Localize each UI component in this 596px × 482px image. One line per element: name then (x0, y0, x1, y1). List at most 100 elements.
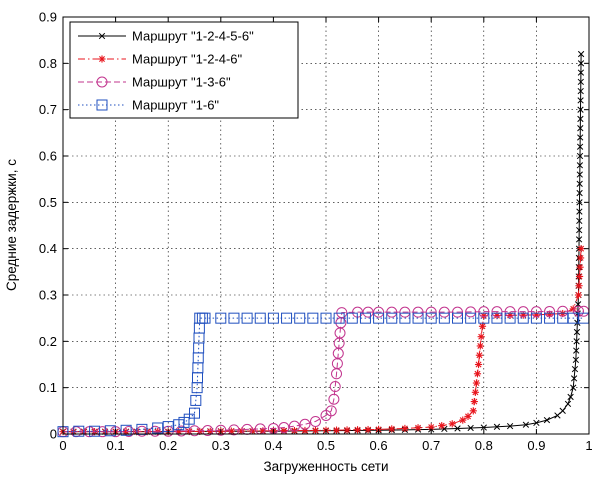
data-point (475, 351, 484, 359)
data-point (189, 425, 200, 437)
data-point (480, 424, 487, 431)
series-line (63, 310, 584, 433)
data-point (311, 426, 320, 434)
data-point (364, 425, 372, 434)
data-point (175, 425, 187, 437)
data-point (504, 306, 516, 318)
data-point (459, 416, 467, 424)
x-tick-label: 0.6 (370, 438, 388, 453)
series-4 (57, 312, 590, 438)
legend-marker (98, 55, 106, 63)
legend-item: Маршрут "1-6" (78, 98, 219, 113)
y-axis-title: Средние задержки, с (4, 159, 19, 291)
x-axis-title: Загруженность сети (263, 459, 388, 474)
data-point (278, 422, 290, 434)
x-tick-label: 0.7 (422, 438, 440, 453)
data-point (576, 254, 585, 262)
data-point (425, 312, 437, 324)
data-point (575, 282, 583, 290)
data-point (325, 405, 337, 417)
data-point (123, 425, 135, 437)
legend-item: Маршрут "1-3-6" (78, 75, 231, 90)
data-point (412, 306, 424, 318)
data-point (533, 419, 540, 427)
data-point (215, 424, 227, 436)
data-point (301, 426, 309, 435)
data-point (576, 143, 584, 150)
data-point (491, 306, 503, 318)
data-point (464, 412, 472, 420)
data-point (506, 422, 514, 430)
data-point (448, 420, 456, 428)
data-point (577, 78, 584, 86)
legend-marker (98, 32, 106, 40)
grid-layer (63, 17, 589, 434)
data-point (478, 306, 490, 318)
x-tick-label: 1 (585, 438, 592, 453)
x-tick-label: 0.9 (527, 438, 545, 453)
x-tick-label: 0.5 (317, 438, 335, 453)
data-point (152, 422, 164, 434)
data-point (543, 416, 551, 424)
data-point (438, 422, 446, 430)
y-tick-label: 0.8 (39, 56, 57, 71)
data-point (73, 425, 85, 437)
data-point (469, 407, 477, 415)
data-point (493, 423, 501, 430)
data-point (577, 245, 585, 253)
data-point (373, 306, 385, 318)
y-tick-label: 0.7 (39, 102, 57, 117)
data-point (559, 407, 566, 414)
data-point (576, 263, 584, 271)
tick-layer: 0 0.1 0.2 0.3 0.4 0.5 0.6 0.7 0.8 0.9 1 0 0.1 0.2 0.3 0… (39, 10, 593, 454)
x-tick-label: 0.8 (475, 438, 493, 453)
data-point (554, 412, 561, 419)
legend: Маршрут "1-2-4-5-6" Маршрут "1-2-4-6" Марш… (69, 21, 299, 119)
data-point (577, 134, 584, 141)
data-point (575, 272, 584, 281)
data-point (89, 425, 101, 437)
data-point (478, 322, 487, 330)
data-point (414, 424, 422, 432)
data-point (517, 306, 529, 318)
x-tick-label: 0 (59, 438, 66, 453)
data-point (472, 379, 481, 387)
data-point (454, 425, 461, 432)
data-point (477, 333, 485, 341)
data-point (465, 306, 477, 318)
data-point (412, 312, 424, 324)
data-point (577, 125, 584, 132)
legend-item: Маршрут "1-2-4-5-6" (78, 29, 254, 44)
legend-label: Маршрут "1-2-4-6" (132, 52, 243, 67)
data-point (241, 312, 253, 324)
data-point (452, 312, 463, 324)
data-point (343, 426, 351, 434)
data-point (401, 424, 409, 433)
data-point (215, 312, 227, 324)
data-point (544, 305, 556, 317)
y-tick-label: 0.1 (39, 380, 57, 395)
data-point (504, 312, 516, 324)
data-point (571, 365, 579, 373)
data-point (577, 50, 585, 58)
data-point (575, 236, 583, 243)
data-point (576, 171, 583, 178)
data-point (309, 415, 321, 427)
data-point (353, 426, 362, 434)
x-tick-label: 0.2 (159, 438, 177, 453)
x-tick-label: 0.3 (212, 438, 230, 453)
data-point (573, 338, 580, 345)
data-point (576, 199, 583, 206)
y-tick-label: 0.6 (39, 149, 57, 164)
y-tick-label: 0 (50, 427, 57, 442)
data-point (576, 226, 583, 234)
data-point (467, 424, 474, 432)
data-point (359, 312, 371, 324)
y-tick-label: 0.4 (39, 241, 57, 256)
data-point (557, 312, 569, 324)
y-tick-label: 0.5 (39, 195, 57, 210)
data-point (572, 356, 580, 364)
legend-label: Маршрут "1-3-6" (132, 75, 231, 90)
x-tick-label: 0.1 (107, 438, 125, 453)
